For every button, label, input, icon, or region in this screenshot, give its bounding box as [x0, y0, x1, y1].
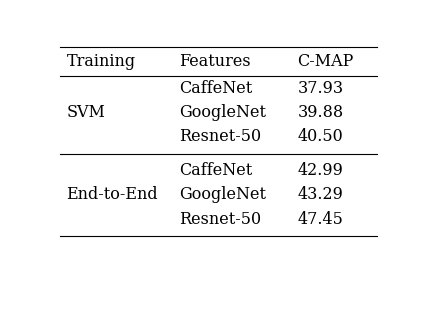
Text: SVM: SVM: [66, 104, 105, 121]
Text: 47.45: 47.45: [298, 210, 343, 228]
Text: End-to-End: End-to-End: [66, 186, 158, 203]
Text: 39.88: 39.88: [298, 104, 344, 121]
Text: Training: Training: [66, 53, 135, 70]
Text: GoogleNet: GoogleNet: [179, 186, 266, 203]
Text: CaffeNet: CaffeNet: [179, 162, 252, 179]
Text: GoogleNet: GoogleNet: [179, 104, 266, 121]
Text: CaffeNet: CaffeNet: [179, 80, 252, 97]
Text: C-MAP: C-MAP: [298, 53, 354, 70]
Text: Features: Features: [179, 53, 250, 70]
Text: 40.50: 40.50: [298, 128, 343, 145]
Text: 37.93: 37.93: [298, 80, 344, 97]
Text: Resnet-50: Resnet-50: [179, 128, 261, 145]
Text: 42.99: 42.99: [298, 162, 343, 179]
Text: 43.29: 43.29: [298, 186, 343, 203]
Text: Resnet-50: Resnet-50: [179, 210, 261, 228]
